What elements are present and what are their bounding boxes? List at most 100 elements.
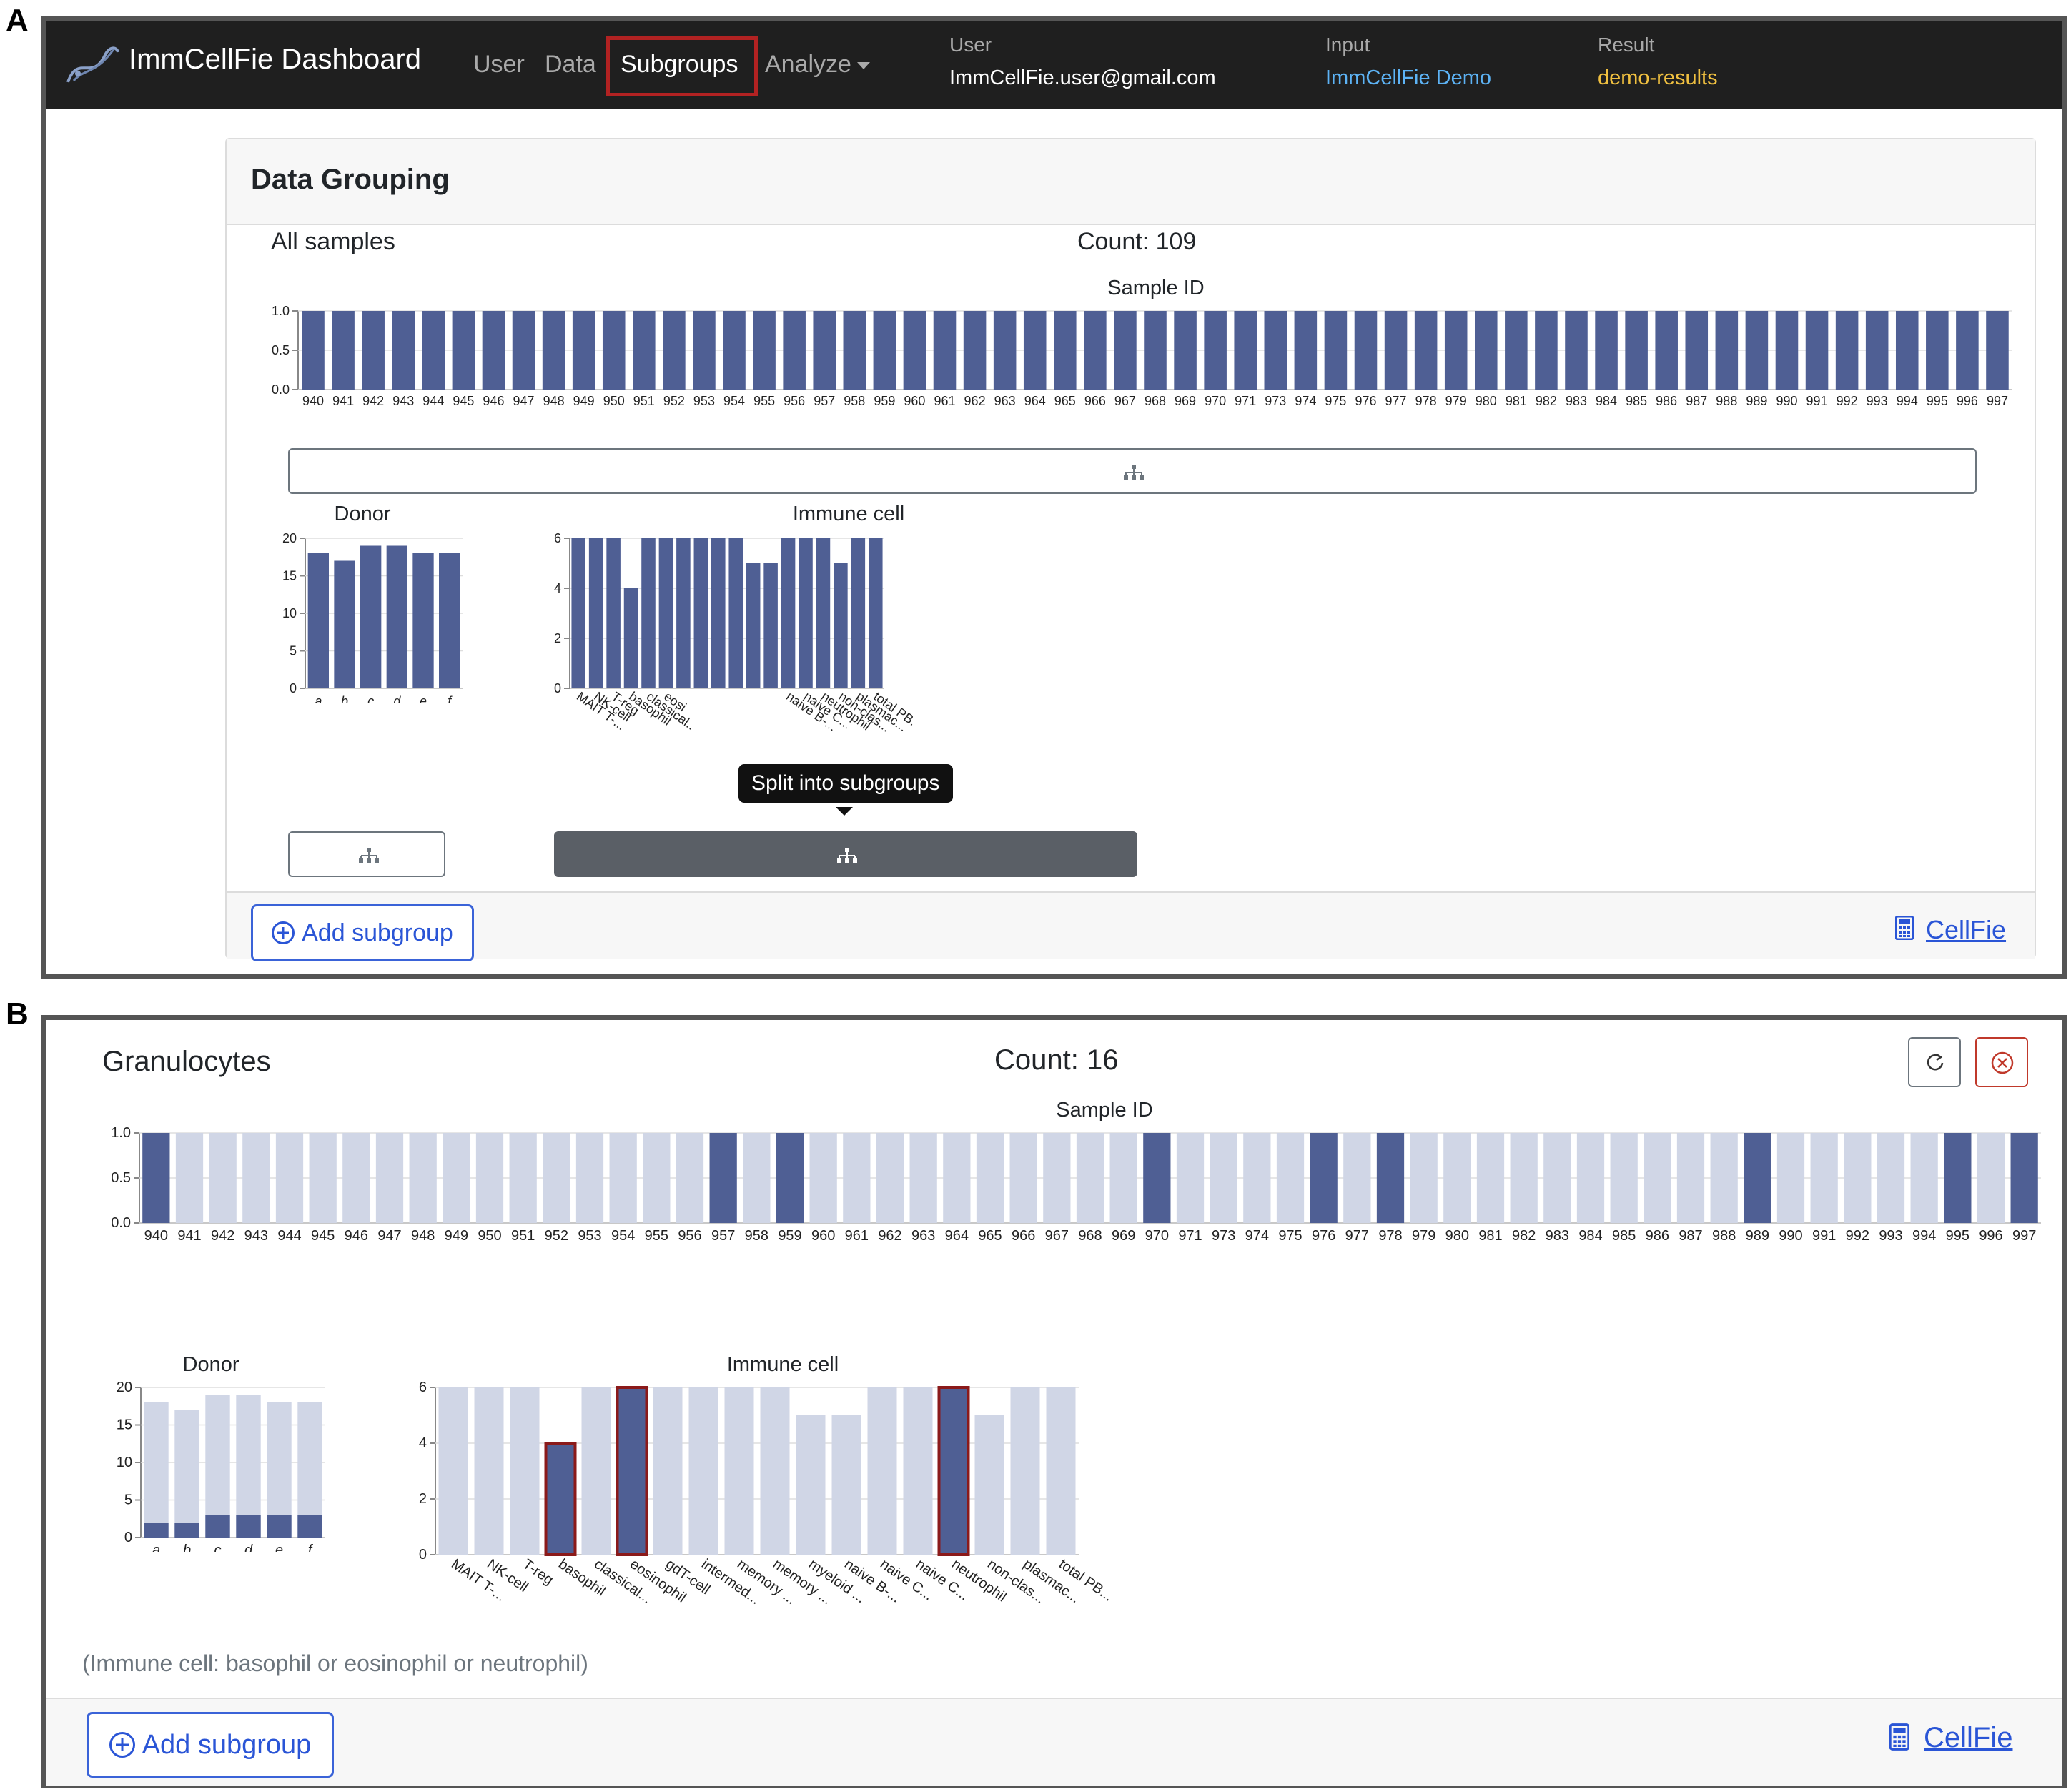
x-tick-label: 995	[1946, 1228, 1969, 1244]
bar	[1294, 311, 1318, 390]
x-tick-label: 962	[878, 1228, 901, 1244]
bar	[693, 311, 716, 390]
reset-button[interactable]	[1908, 1037, 1961, 1087]
x-tick-label: 992	[1837, 394, 1858, 408]
bar	[512, 311, 535, 390]
x-tick-label: 977	[1385, 394, 1407, 408]
x-tick-label: 940	[302, 394, 324, 408]
bar	[1444, 311, 1468, 390]
x-tick-label: 977	[1345, 1228, 1369, 1244]
x-tick-label: 984	[1578, 1228, 1602, 1244]
x-tick-label: 955	[753, 394, 775, 408]
x-tick-label: 952	[545, 1228, 568, 1244]
x-tick-label: 948	[411, 1228, 435, 1244]
bar	[1324, 311, 1348, 390]
bar	[572, 311, 595, 390]
nav-analyze[interactable]: Analyze	[765, 51, 870, 79]
add-subgroup-button[interactable]: Add subgroup	[251, 904, 474, 961]
sample-id-chart[interactable]: 0.0 0.5 1.0 940 941 942 943 944 945 946 947 948 949 9…	[241, 305, 2028, 441]
x-tick-label: e	[275, 1543, 283, 1552]
split-immune-cell-button[interactable]	[554, 831, 1137, 877]
bar-unselected	[1109, 1133, 1137, 1223]
bar-unselected	[876, 1133, 904, 1223]
card-title: Data Grouping	[251, 164, 450, 195]
bar	[439, 553, 460, 688]
bar	[781, 538, 796, 688]
split-sample-id-button[interactable]	[288, 448, 1977, 494]
x-tick-label: 997	[2012, 1228, 2036, 1244]
bar	[799, 538, 813, 688]
add-subgroup-button[interactable]: Add subgroup	[87, 1712, 334, 1778]
bar-unselected	[760, 1387, 790, 1555]
add-subgroup-label: Add subgroup	[142, 1729, 312, 1760]
bar	[753, 311, 776, 390]
x-tick-label: 978	[1378, 1228, 1402, 1244]
bar-unselected	[1977, 1133, 2005, 1223]
bar	[816, 538, 831, 688]
bar	[392, 311, 415, 390]
x-tick-label: 997	[1987, 394, 2008, 408]
bar	[1715, 311, 1739, 390]
group-name: All samples	[271, 228, 395, 255]
bar	[412, 553, 434, 688]
x-tick-label: 968	[1145, 394, 1166, 408]
bar-unselected	[342, 1133, 370, 1223]
user-label: User	[949, 34, 992, 56]
bar-unselected	[653, 1387, 683, 1555]
x-tick-label: 940	[144, 1228, 168, 1244]
bar-unselected	[1043, 1133, 1071, 1223]
bar-unselected	[724, 1387, 754, 1555]
x-tick-label: f	[308, 1543, 314, 1552]
cellfie-link[interactable]: CellFie	[1926, 915, 2007, 944]
x-tick-label: 981	[1478, 1228, 1502, 1244]
bar-unselected	[510, 1387, 540, 1555]
cellfie-link[interactable]: CellFie	[1924, 1722, 2013, 1753]
bar	[746, 563, 761, 688]
x-tick-label: 971	[1235, 394, 1256, 408]
bar	[851, 538, 866, 688]
x-tick-label: 982	[1512, 1228, 1536, 1244]
delete-subgroup-button[interactable]	[1975, 1037, 2028, 1087]
donor-chart[interactable]: 0 5 10 15 20 a b c d e f	[97, 1380, 340, 1552]
x-tick-label: 982	[1536, 394, 1557, 408]
bar	[1805, 311, 1829, 390]
bar-selected	[142, 1133, 170, 1223]
donor-chart[interactable]: 0 5 10 15 20 a b c d e f	[255, 531, 484, 703]
x-tick-label: 994	[1897, 394, 1918, 408]
bar	[903, 311, 926, 390]
nav-data[interactable]: Data	[545, 51, 596, 78]
x-tick-label: 948	[543, 394, 565, 408]
bar-unselected	[743, 1133, 771, 1223]
bar-unselected	[1476, 1133, 1505, 1223]
bar	[813, 311, 836, 390]
bar-unselected	[1676, 1133, 1705, 1223]
panel-a-frame: ImmCellFie Dashboard User Data Subgroups…	[41, 16, 2067, 979]
x-tick-label: 950	[478, 1228, 501, 1244]
bar-unselected	[275, 1133, 304, 1223]
bar-unselected	[1644, 1133, 1671, 1223]
nav-user[interactable]: User	[473, 51, 525, 78]
x-tick-label: 962	[964, 394, 986, 408]
brand-title[interactable]: ImmCellFie Dashboard	[129, 44, 422, 75]
sample-id-chart[interactable]: 0.0 0.5 1.0 940 941 942 943 944 945 946 947 948 949 9…	[82, 1127, 2070, 1256]
y-tick-label: 6	[419, 1380, 427, 1395]
bar-unselected	[903, 1387, 933, 1555]
bar-unselected	[509, 1133, 537, 1223]
bar	[663, 311, 686, 390]
split-tooltip: Split into subgroups	[738, 764, 953, 803]
nav-subgroups[interactable]: Subgroups	[621, 51, 738, 78]
x-tick-label: 996	[1979, 1228, 2002, 1244]
card-footer	[227, 891, 2035, 959]
x-tick-label: 950	[603, 394, 625, 408]
bar	[1474, 311, 1498, 390]
split-donor-button[interactable]	[288, 831, 445, 877]
bar-unselected	[1046, 1387, 1076, 1555]
bar-unselected	[1276, 1133, 1305, 1223]
card-header: Data Grouping	[227, 139, 2035, 225]
x-tick-label: 947	[377, 1228, 401, 1244]
bar	[1535, 311, 1558, 390]
bar-unselected	[209, 1133, 237, 1223]
bar-unselected	[375, 1133, 404, 1223]
